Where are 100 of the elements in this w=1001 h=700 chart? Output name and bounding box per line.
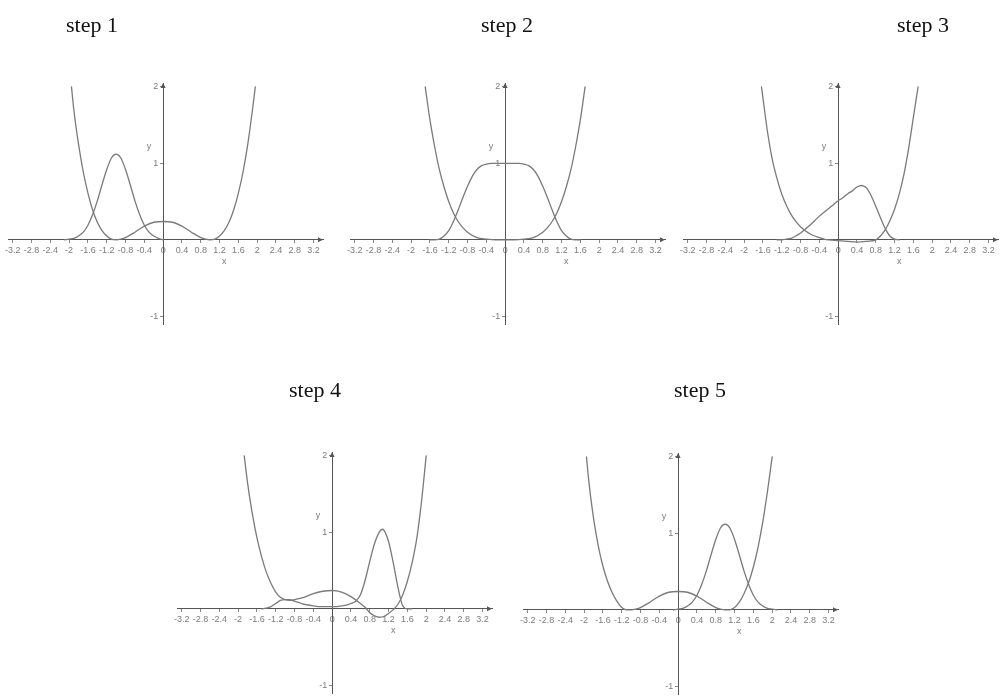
- x-tick-label: -2: [234, 613, 243, 624]
- x-tick-label: 1.2: [888, 244, 901, 255]
- x-tick-label: -1.2: [98, 244, 115, 255]
- x-axis-title: x: [222, 255, 228, 266]
- x-tick-label: -0.8: [117, 244, 134, 255]
- chart-title: step 3: [897, 12, 949, 38]
- x-tick-label: 2: [929, 244, 935, 255]
- x-tick-label: 2.4: [784, 614, 798, 625]
- x-tick-label: -2: [407, 244, 416, 255]
- x-tick-label: -3.2: [346, 244, 363, 255]
- x-tick-label: -2.8: [538, 614, 555, 625]
- y-axis-title: y: [315, 509, 321, 520]
- x-tick-label: -1.2: [440, 244, 457, 255]
- y-tick-label: 2: [495, 81, 501, 92]
- y-axis-title: y: [488, 140, 494, 151]
- x-tick-label: 2: [769, 614, 775, 625]
- x-tick-label: -1.6: [595, 614, 611, 625]
- x-tick-label: -2.8: [192, 613, 209, 624]
- x-tick-label: 0.4: [517, 244, 531, 255]
- x-tick-label: 3.2: [476, 613, 489, 624]
- x-tick-label: -0.8: [792, 244, 809, 255]
- x-tick-label: 0.8: [194, 244, 208, 255]
- x-tick-label: 0.8: [536, 244, 550, 255]
- x-tick-label: -1.6: [80, 244, 96, 255]
- x-tick-label: 2.8: [803, 614, 817, 625]
- y-tick-label: 1: [153, 157, 159, 168]
- x-tick-label: -2.4: [42, 244, 59, 255]
- x-tick-label: 1.6: [574, 244, 587, 255]
- x-tick-label: 1.6: [232, 244, 245, 255]
- x-tick-label: -1.6: [422, 244, 438, 255]
- x-tick-label: 2.8: [963, 244, 977, 255]
- x-tick-label: 2: [596, 244, 602, 255]
- x-axis-title: x: [897, 255, 903, 266]
- x-tick-label: -0.4: [651, 614, 668, 625]
- x-tick-label: -1.6: [755, 244, 771, 255]
- x-tick-label: 1.6: [747, 614, 760, 625]
- x-tick-label: -2: [740, 244, 749, 255]
- x-tick-label: 2.4: [944, 244, 958, 255]
- x-tick-label: -0.4: [305, 613, 322, 624]
- chart-title: step 5: [674, 377, 726, 403]
- x-tick-label: 3.2: [822, 614, 835, 625]
- x-tick-label: -1.2: [613, 614, 630, 625]
- x-tick-label: 2.8: [457, 613, 471, 624]
- x-tick-label: -2.8: [23, 244, 40, 255]
- x-tick-label: -1.2: [267, 613, 284, 624]
- y-axis-title: y: [146, 140, 152, 151]
- x-axis-title: x: [391, 624, 397, 635]
- x-tick-label: 2.4: [269, 244, 283, 255]
- x-tick-label: -3.2: [519, 614, 536, 625]
- x-tick-label: 0.4: [344, 613, 358, 624]
- x-tick-label: -2.4: [717, 244, 734, 255]
- x-tick-label: -2.8: [698, 244, 715, 255]
- x-tick-label: 1.2: [555, 244, 568, 255]
- y-tick-label: 1: [495, 157, 501, 168]
- x-tick-label: -0.8: [459, 244, 476, 255]
- x-tick-label: -0.8: [286, 613, 303, 624]
- y-tick-label: 2: [322, 450, 328, 461]
- x-tick-label: -2: [65, 244, 74, 255]
- x-tick-label: -2.8: [365, 244, 382, 255]
- chart-title: step 1: [66, 12, 118, 38]
- chart-title: step 2: [481, 12, 533, 38]
- x-tick-label: -2.4: [557, 614, 574, 625]
- y-tick-label: -1: [665, 680, 674, 691]
- y-axis-title: y: [661, 510, 667, 521]
- y-tick-label: 2: [828, 81, 834, 92]
- line-series: [260, 528, 413, 610]
- x-tick-label: -1.2: [773, 244, 790, 255]
- y-tick-label: 1: [322, 526, 328, 537]
- x-tick-label: 0.8: [709, 614, 723, 625]
- x-tick-label: -2.4: [211, 613, 228, 624]
- x-axis-title: x: [737, 625, 743, 636]
- x-tick-label: 0.4: [690, 614, 704, 625]
- y-axis-title: y: [821, 140, 827, 151]
- x-tick-label: 2.4: [438, 613, 452, 624]
- x-tick-label: -3.2: [173, 613, 190, 624]
- y-tick-label: -1: [825, 310, 834, 321]
- x-tick-label: 3.2: [982, 244, 995, 255]
- x-tick-label: 0.4: [175, 244, 189, 255]
- x-tick-label: 2.8: [630, 244, 644, 255]
- x-tick-label: 0.4: [850, 244, 864, 255]
- x-tick-label: 3.2: [307, 244, 320, 255]
- x-tick-label: -2: [580, 614, 589, 625]
- x-tick-label: 2.8: [288, 244, 302, 255]
- x-tick-label: -0.4: [478, 244, 495, 255]
- x-tick-label: -3.2: [679, 244, 696, 255]
- x-tick-label: 0.8: [869, 244, 883, 255]
- x-tick-label: 2: [423, 613, 429, 624]
- x-tick-label: -0.4: [811, 244, 828, 255]
- y-tick-label: 2: [153, 81, 159, 92]
- x-tick-label: 1.6: [907, 244, 920, 255]
- y-tick-label: -1: [150, 310, 159, 321]
- x-tick-label: 1.2: [213, 244, 226, 255]
- x-axis-title: x: [564, 255, 570, 266]
- x-tick-label: 1.6: [401, 613, 414, 624]
- x-tick-label: 2: [254, 244, 260, 255]
- chart-title: step 4: [289, 377, 341, 403]
- y-tick-label: 1: [668, 527, 674, 538]
- y-tick-label: -1: [319, 679, 328, 690]
- y-tick-label: -1: [492, 310, 501, 321]
- x-tick-label: -1.6: [249, 613, 265, 624]
